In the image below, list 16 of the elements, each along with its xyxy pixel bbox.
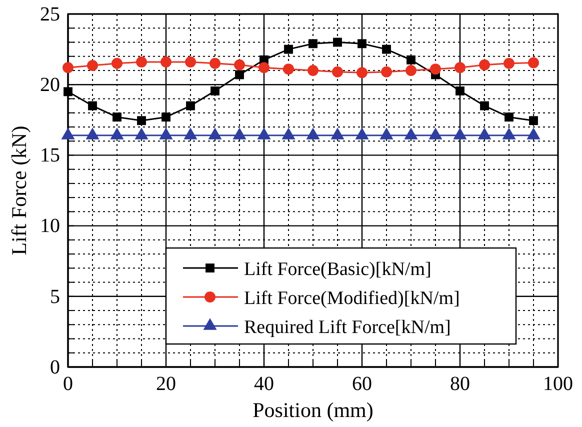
y-tick-label: 15 — [40, 144, 60, 167]
y-tick-label: 5 — [50, 286, 60, 308]
x-tick-label: 40 — [254, 373, 274, 396]
y-axis-title: Lift Force (kN) — [7, 126, 31, 256]
y-tick-label: 0 — [50, 356, 60, 378]
x-tick-label: 80 — [450, 373, 470, 396]
legend-label: Lift Force(Modified)[kN/m] — [244, 288, 460, 309]
x-tick-label: 100 — [543, 373, 573, 396]
y-tick-label: 10 — [40, 215, 60, 238]
x-tick-label: 60 — [352, 373, 372, 396]
legend-label: Lift Force(Basic)[kN/m] — [244, 259, 432, 280]
y-tick-label: 20 — [40, 74, 60, 96]
x-tick-label: 20 — [156, 373, 176, 396]
legend-label: Required Lift Force[kN/m] — [244, 317, 451, 338]
x-axis-title: Position (mm) — [252, 398, 374, 422]
y-tick-label: 25 — [40, 3, 60, 26]
